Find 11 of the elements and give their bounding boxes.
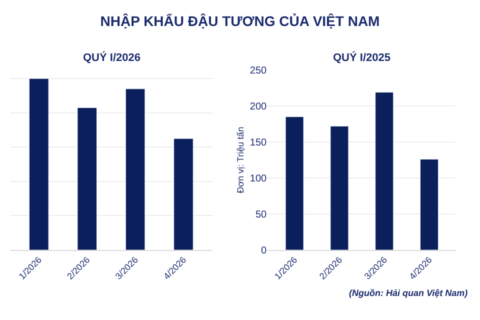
y-axis-title: Đơn vị: Triệu tấn [235, 126, 246, 194]
chart-title: NHẬP KHẨU ĐẬU TƯƠNG CỦA VIỆT NAM [100, 12, 380, 29]
y-tick-label: 100 [250, 174, 268, 184]
y-tick-label: 150 [250, 138, 268, 148]
y-tick-label: 50 [255, 210, 268, 220]
y-tick-label: 250 [250, 66, 268, 76]
y-tick-label: 0 [261, 246, 268, 256]
y-tick-label: 200 [250, 102, 268, 112]
chart-subtitle: QUÝ I/2025 [333, 51, 390, 64]
text: (Nguồn: Hải quan Việt Nam) [349, 288, 468, 298]
chart-subtitle: QUÝ I/2026 [83, 51, 140, 64]
